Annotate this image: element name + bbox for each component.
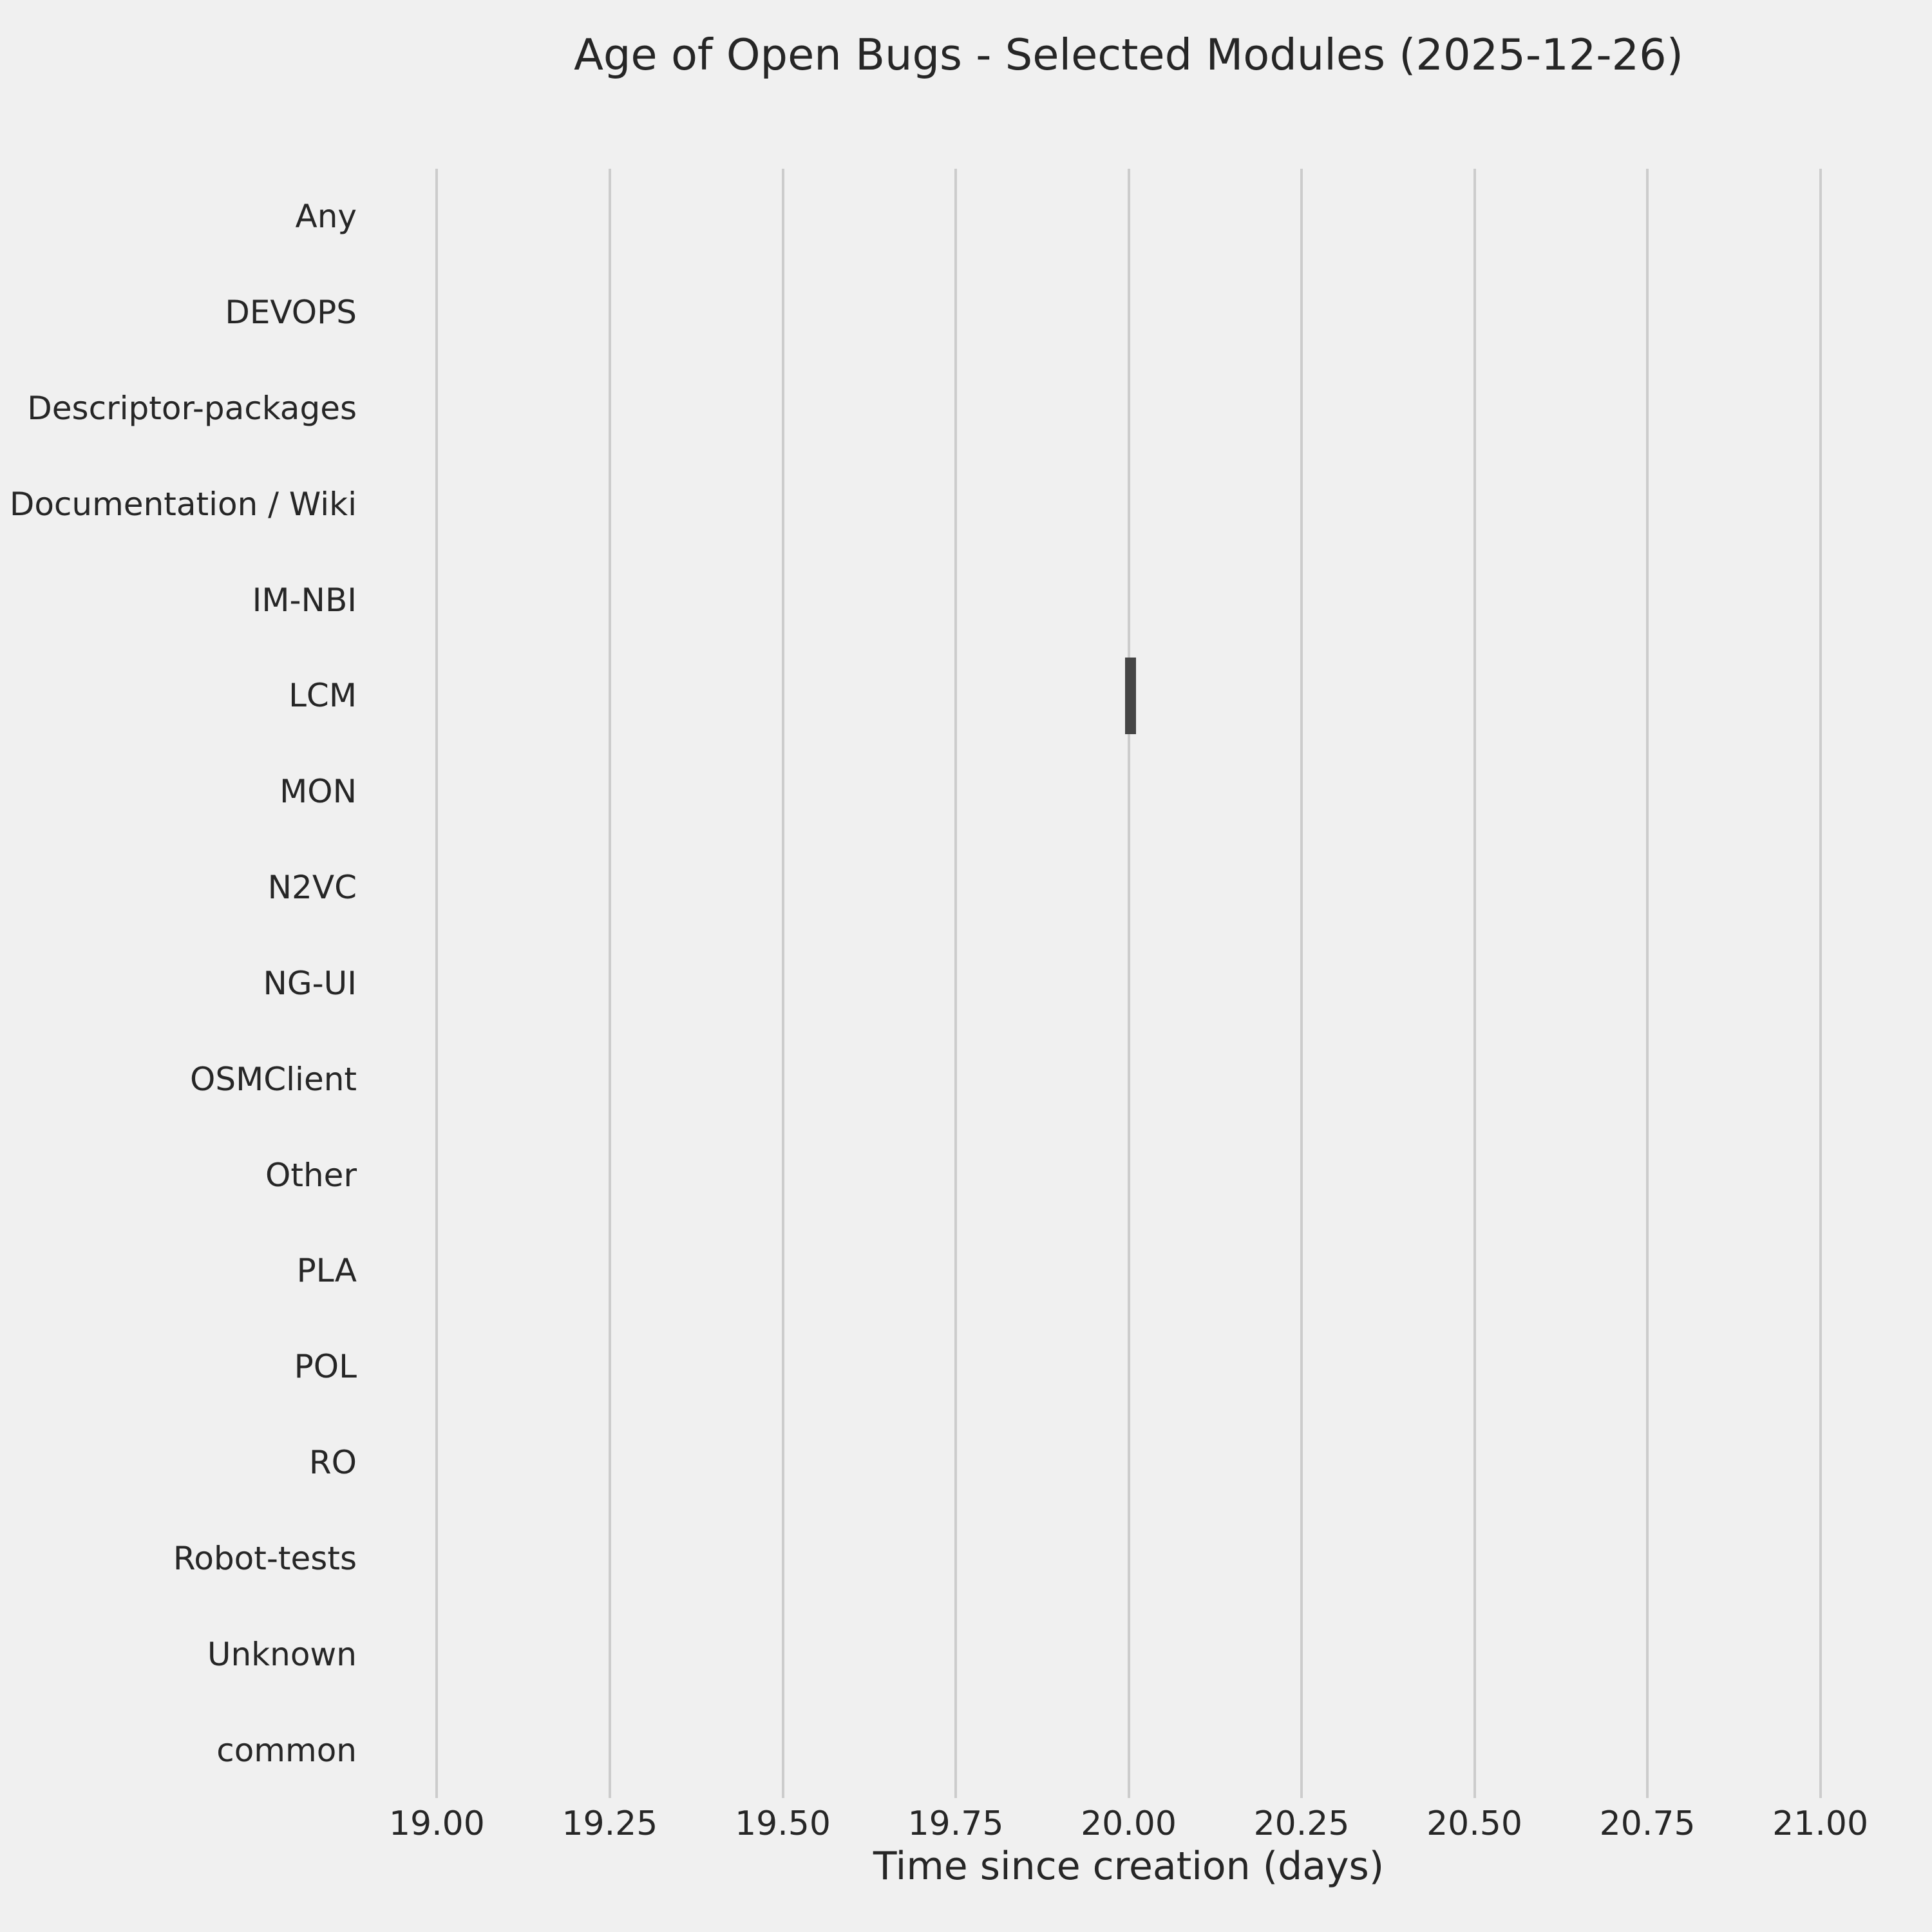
chart-title: Age of Open Bugs - Selected Modules (202…: [574, 30, 1683, 80]
y-tick-label: Any: [295, 198, 357, 236]
y-tick-label: Descriptor-packages: [27, 389, 357, 427]
y-tick-label: OSMClient: [190, 1060, 357, 1098]
gridline: [1473, 169, 1476, 1798]
y-tick-label: DEVOPS: [225, 294, 357, 332]
x-tick-label: 19.25: [562, 1804, 658, 1843]
x-tick-label: 21.00: [1772, 1804, 1869, 1843]
y-tick-label: Robot-tests: [173, 1539, 357, 1577]
y-tick-label: Other: [265, 1156, 357, 1194]
x-axis-label: Time since creation (days): [873, 1844, 1385, 1889]
gridline: [1127, 169, 1130, 1798]
y-tick-label: IM-NBI: [252, 581, 357, 619]
y-axis-labels: Any DEVOPS Descriptor-packages Documentatio…: [0, 169, 357, 1798]
gridline: [1819, 169, 1822, 1798]
y-tick-label: Unknown: [207, 1635, 357, 1673]
y-tick-label: N2VC: [267, 869, 357, 907]
y-tick-label: common: [216, 1731, 357, 1769]
gridline: [608, 169, 611, 1798]
y-tick-label: POL: [294, 1348, 357, 1386]
x-tick-label: 20.25: [1253, 1804, 1350, 1843]
y-tick-label: NG-UI: [263, 964, 357, 1002]
y-tick-label: RO: [308, 1444, 357, 1482]
x-tick-label: 19.50: [735, 1804, 831, 1843]
gridline: [954, 169, 957, 1798]
x-axis-ticks: 19.00 19.25 19.50 19.75 20.00 20.25 20.50 20.75…: [368, 1807, 1889, 1848]
y-tick-label: Documentation / Wiki: [9, 485, 357, 523]
gridline: [1300, 169, 1303, 1798]
bar: [1125, 658, 1137, 735]
gridline: [435, 169, 439, 1798]
gridline: [781, 169, 784, 1798]
y-tick-label: PLA: [296, 1252, 357, 1290]
y-tick-label: MON: [279, 773, 357, 811]
x-tick-label: 19.00: [388, 1804, 485, 1843]
plot-area: [368, 169, 1889, 1798]
y-tick-label: LCM: [289, 677, 357, 715]
x-tick-label: 19.75: [907, 1804, 1004, 1843]
x-tick-label: 20.75: [1599, 1804, 1696, 1843]
x-tick-label: 20.00: [1081, 1804, 1177, 1843]
gridline: [1646, 169, 1649, 1798]
x-tick-label: 20.50: [1426, 1804, 1522, 1843]
